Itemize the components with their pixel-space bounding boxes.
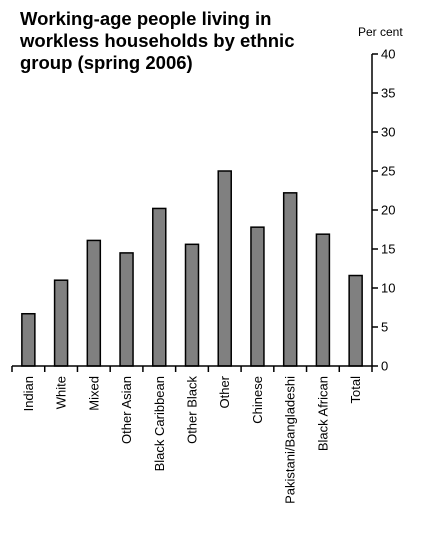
x-tick-label: Black Caribbean: [152, 376, 167, 471]
y-axis-unit-label: Per cent: [358, 25, 403, 39]
y-tick-label: 10: [381, 281, 395, 296]
bar-indian: [21, 312, 36, 367]
bar-other-black: [184, 243, 200, 367]
y-tick-label: 25: [381, 164, 395, 179]
x-tick-label: White: [54, 376, 69, 409]
y-tick-label: 5: [381, 320, 388, 335]
bar-chinese: [250, 226, 265, 367]
x-tick-label: Other Asian: [119, 376, 134, 444]
y-tick-label: 20: [381, 203, 395, 218]
bar-black-african: [315, 233, 331, 367]
y-tick-label: 40: [381, 47, 395, 62]
axes-group: Indian White Mixed Other Asian Black Caribbe…: [11, 47, 395, 504]
y-tick-label: 35: [381, 86, 395, 101]
x-tick-label: Other Black: [185, 376, 200, 444]
x-tick-label: Pakistani/Bangladeshi: [283, 376, 298, 504]
x-tick-label: Indian: [21, 376, 36, 411]
x-tick-label: Chinese: [250, 376, 265, 424]
x-tick-label: Total: [348, 376, 363, 404]
x-tick-label: Other: [217, 375, 232, 408]
chart-title: Working-age people living in workless ho…: [20, 8, 295, 73]
bar-mixed: [86, 239, 102, 367]
bar-black-caribbean: [152, 207, 167, 367]
bar-other-asian: [119, 252, 134, 367]
bar-other: [217, 170, 232, 367]
bar-total: [348, 274, 363, 367]
bars-group: [21, 170, 363, 367]
bar-white: [53, 279, 69, 367]
x-tick-label: Mixed: [86, 376, 101, 411]
y-tick-label: 15: [381, 242, 395, 257]
x-tick-label: Black African: [315, 376, 330, 451]
bar-pakistani-bangladeshi: [282, 192, 298, 367]
y-tick-label: 0: [381, 359, 388, 374]
y-tick-label: 30: [381, 125, 395, 140]
